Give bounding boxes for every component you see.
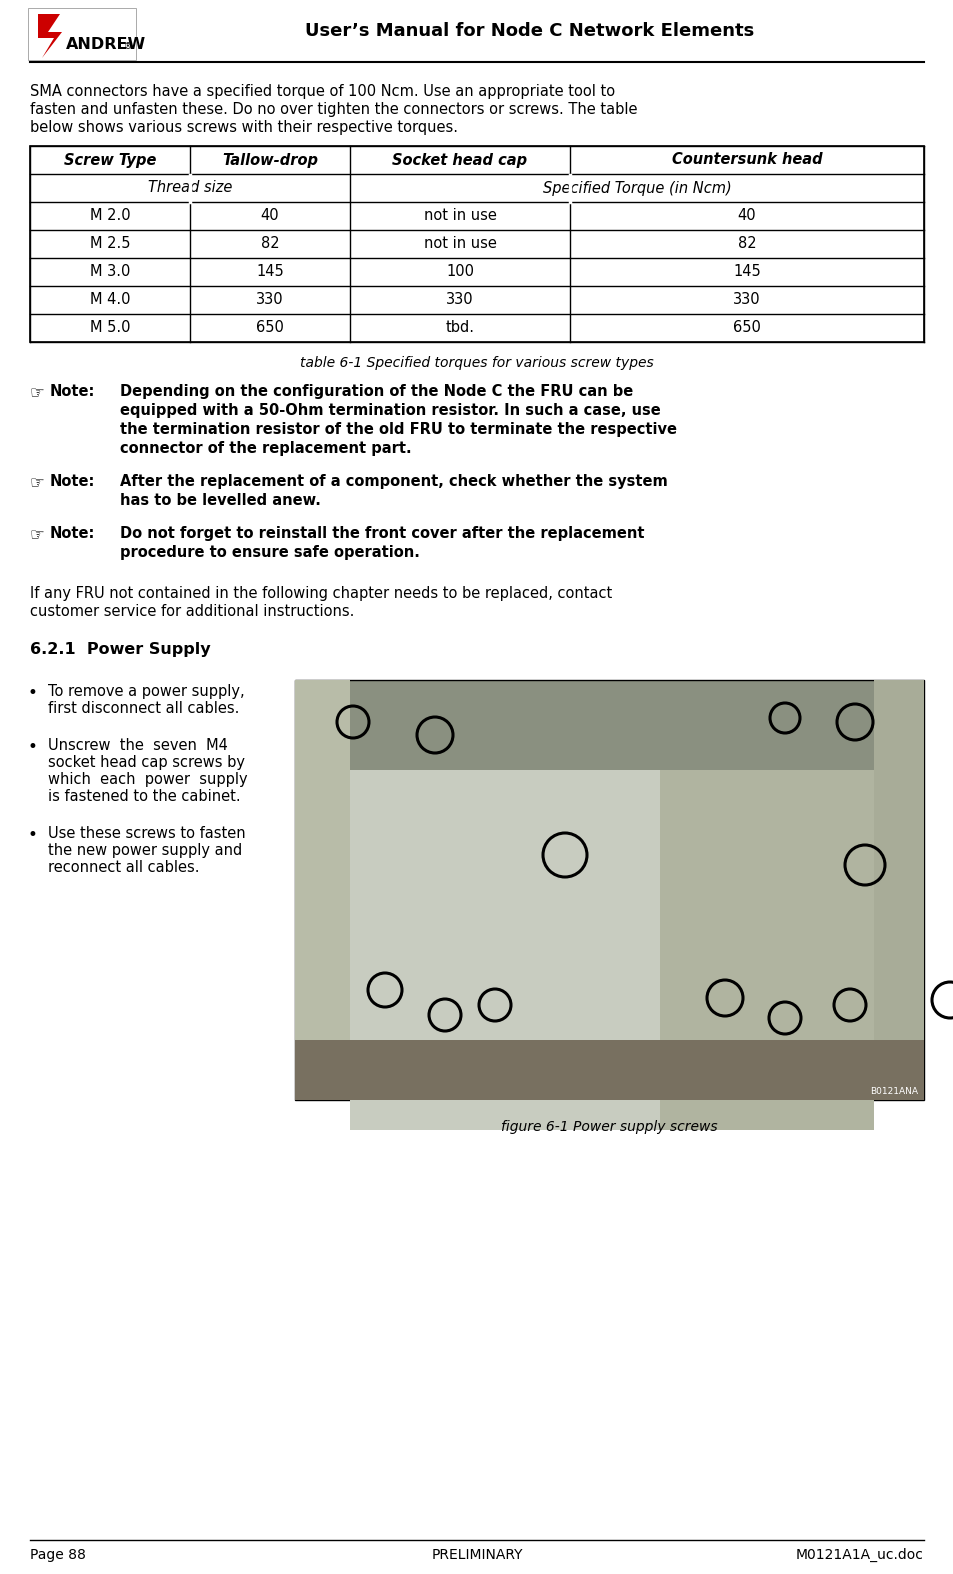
Text: 330: 330 bbox=[446, 293, 474, 307]
Text: 145: 145 bbox=[255, 264, 284, 280]
Text: Note:: Note: bbox=[50, 526, 95, 541]
Text: procedure to ensure safe operation.: procedure to ensure safe operation. bbox=[120, 545, 419, 560]
Text: Use these screws to fasten: Use these screws to fasten bbox=[48, 826, 245, 841]
Text: below shows various screws with their respective torques.: below shows various screws with their re… bbox=[30, 120, 457, 135]
Text: customer service for additional instructions.: customer service for additional instruct… bbox=[30, 604, 354, 619]
Text: is fastened to the cabinet.: is fastened to the cabinet. bbox=[48, 789, 240, 804]
Text: User’s Manual for Node C Network Elements: User’s Manual for Node C Network Element… bbox=[305, 22, 754, 39]
Text: socket head cap screws by: socket head cap screws by bbox=[48, 756, 245, 770]
Text: not in use: not in use bbox=[423, 208, 496, 224]
Text: 82: 82 bbox=[260, 236, 279, 252]
Text: Screw Type: Screw Type bbox=[64, 153, 156, 167]
Text: Socket head cap: Socket head cap bbox=[392, 153, 527, 167]
Text: ANDREW: ANDREW bbox=[66, 38, 146, 52]
Text: the new power supply and: the new power supply and bbox=[48, 844, 242, 858]
Text: •: • bbox=[28, 738, 38, 756]
Bar bbox=[30, 146, 923, 342]
Text: SMA connectors have a specified torque of 100 Ncm. Use an appropriate tool to: SMA connectors have a specified torque o… bbox=[30, 83, 615, 99]
Bar bbox=[294, 1040, 923, 1100]
Text: •: • bbox=[28, 826, 38, 844]
Text: M 5.0: M 5.0 bbox=[90, 321, 131, 335]
Text: ☞: ☞ bbox=[30, 384, 45, 401]
Text: 145: 145 bbox=[732, 264, 760, 280]
Text: M 4.0: M 4.0 bbox=[90, 293, 131, 307]
Text: M 3.0: M 3.0 bbox=[90, 264, 130, 280]
Text: 6.2.1  Power Supply: 6.2.1 Power Supply bbox=[30, 642, 211, 656]
Text: 650: 650 bbox=[732, 321, 760, 335]
Text: •: • bbox=[28, 685, 38, 702]
Text: connector of the replacement part.: connector of the replacement part. bbox=[120, 441, 411, 456]
Text: If any FRU not contained in the following chapter needs to be replaced, contact: If any FRU not contained in the followin… bbox=[30, 586, 612, 601]
Text: Specified Torque (in Ncm): Specified Torque (in Ncm) bbox=[542, 181, 731, 195]
Text: Note:: Note: bbox=[50, 384, 95, 398]
Text: ®: ® bbox=[124, 42, 132, 50]
Text: ☞: ☞ bbox=[30, 526, 45, 545]
Text: To remove a power supply,: To remove a power supply, bbox=[48, 685, 244, 699]
Text: figure 6-1 Power supply screws: figure 6-1 Power supply screws bbox=[500, 1121, 717, 1133]
Text: Note:: Note: bbox=[50, 474, 95, 490]
Bar bbox=[294, 680, 923, 1100]
Text: ☞: ☞ bbox=[30, 474, 45, 493]
Polygon shape bbox=[38, 14, 62, 58]
Text: not in use: not in use bbox=[423, 236, 496, 252]
Text: After the replacement of a component, check whether the system: After the replacement of a component, ch… bbox=[120, 474, 667, 490]
Bar bbox=[28, 8, 136, 60]
Text: 330: 330 bbox=[256, 293, 283, 307]
Bar bbox=[294, 680, 350, 1100]
Bar bbox=[659, 770, 873, 1130]
Text: equipped with a 50-Ohm termination resistor. In such a case, use: equipped with a 50-Ohm termination resis… bbox=[120, 403, 660, 419]
Text: Page 88: Page 88 bbox=[30, 1547, 86, 1561]
Text: 40: 40 bbox=[260, 208, 279, 224]
Text: PRELIMINARY: PRELIMINARY bbox=[431, 1547, 522, 1561]
Bar bbox=[873, 680, 923, 1100]
Text: Countersunk head: Countersunk head bbox=[671, 153, 821, 167]
Text: Tallow-drop: Tallow-drop bbox=[222, 153, 317, 167]
Text: the termination resistor of the old FRU to terminate the respective: the termination resistor of the old FRU … bbox=[120, 422, 677, 438]
Text: first disconnect all cables.: first disconnect all cables. bbox=[48, 700, 239, 716]
Text: fasten and unfasten these. Do no over tighten the connectors or screws. The tabl: fasten and unfasten these. Do no over ti… bbox=[30, 102, 637, 116]
Text: Do not forget to reinstall the front cover after the replacement: Do not forget to reinstall the front cov… bbox=[120, 526, 644, 541]
Text: tbd.: tbd. bbox=[445, 321, 474, 335]
Text: has to be levelled anew.: has to be levelled anew. bbox=[120, 493, 320, 508]
Text: M 2.5: M 2.5 bbox=[90, 236, 131, 252]
Text: 82: 82 bbox=[737, 236, 756, 252]
Text: B0121ANA: B0121ANA bbox=[869, 1088, 917, 1096]
Text: Depending on the configuration of the Node C the FRU can be: Depending on the configuration of the No… bbox=[120, 384, 633, 398]
Text: table 6-1 Specified torques for various screw types: table 6-1 Specified torques for various … bbox=[300, 356, 653, 370]
Text: Thread size: Thread size bbox=[148, 181, 232, 195]
Text: M 2.0: M 2.0 bbox=[90, 208, 131, 224]
Text: 100: 100 bbox=[446, 264, 474, 280]
Text: 650: 650 bbox=[255, 321, 284, 335]
Text: M0121A1A_uc.doc: M0121A1A_uc.doc bbox=[796, 1547, 923, 1561]
Text: Unscrew  the  seven  M4: Unscrew the seven M4 bbox=[48, 738, 228, 752]
Text: 330: 330 bbox=[733, 293, 760, 307]
Bar bbox=[350, 770, 659, 1130]
Text: 40: 40 bbox=[737, 208, 756, 224]
Text: which  each  power  supply: which each power supply bbox=[48, 771, 248, 787]
Text: reconnect all cables.: reconnect all cables. bbox=[48, 859, 199, 875]
